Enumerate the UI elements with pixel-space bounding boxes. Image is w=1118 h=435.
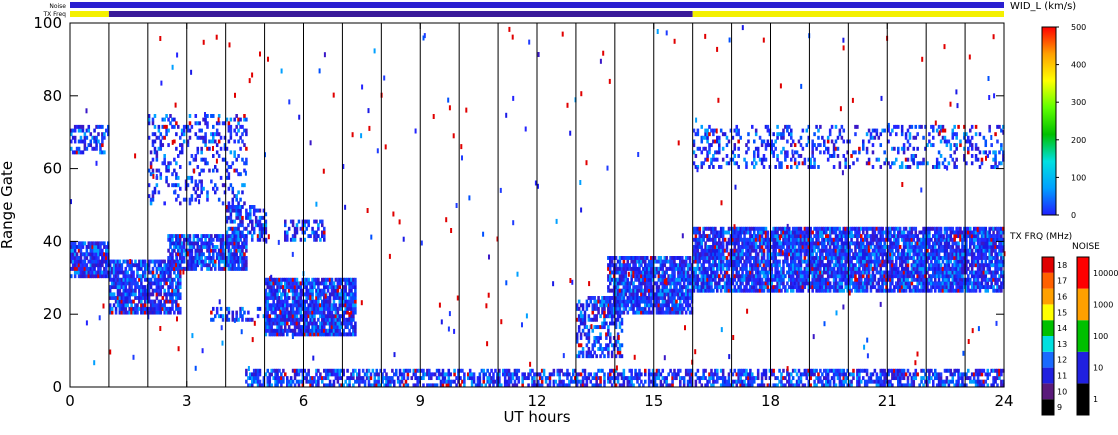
echo-region-11	[70, 124, 110, 155]
txfreq-colorbar-tick: 17	[1057, 277, 1067, 286]
noise-bar-label: Noise	[49, 3, 66, 10]
noise-status-bar	[70, 2, 1004, 8]
echo-region-5	[264, 277, 357, 337]
echo-region-1	[108, 259, 182, 315]
txfreq-colorbar-tick: 14	[1057, 324, 1067, 333]
txfreq-colorbar-swatch	[1042, 320, 1054, 336]
colorbars: WID_L (km/s) 0 100 200 300 400 500 TX FRQ (MHz)…	[1009, 1, 1118, 416]
txfreq-colorbar-swatch	[1042, 272, 1054, 289]
axis-ticks: 0 3 6 9 12 15 18 21 24 0 20 40 60 80 100	[33, 14, 1013, 410]
x-tick-label: 24	[994, 392, 1013, 410]
txfreq-colorbar-swatch	[1042, 383, 1054, 400]
width-colorbar-tick: 500	[1071, 23, 1086, 32]
echo-region-9	[692, 226, 1005, 293]
txfreq-bar-label: TX Freq	[42, 11, 66, 18]
txfreq-colorbar-tick: 18	[1057, 261, 1067, 270]
txfreq-colorbar-swatch	[1042, 336, 1054, 352]
width-colorbar-title: WID_L (km/s)	[1010, 1, 1076, 12]
x-tick-label: 12	[527, 392, 546, 410]
hour-gridlines	[108, 23, 966, 387]
txfreq-colorbar-tick: 13	[1057, 340, 1067, 349]
x-tick-label: 0	[65, 392, 75, 410]
y-tick-label: 40	[43, 232, 62, 250]
noise-colorbar-tick: 1000	[1093, 300, 1113, 309]
status-bars	[70, 2, 1004, 17]
noise-colorbar-tick: 100	[1093, 332, 1108, 341]
txfreq-colorbar-swatch	[1042, 367, 1054, 384]
noise-colorbar-swatch	[1077, 351, 1089, 384]
x-tick-label: 21	[878, 392, 897, 410]
y-axis-label: Range Gate	[0, 161, 16, 249]
echo-region-8	[575, 296, 624, 359]
x-tick-label: 3	[182, 392, 192, 410]
txfreq-segment-1	[108, 11, 693, 17]
echo-region-10	[692, 124, 1005, 169]
width-colorbar-tick: 200	[1071, 136, 1086, 145]
txfreq-colorbar-swatch	[1042, 351, 1054, 368]
echo-region-2	[167, 234, 248, 271]
txfreq-colorbar-tick: 12	[1057, 356, 1067, 365]
x-tick-label: 15	[644, 392, 663, 410]
txfreq-colorbar-tick: 9	[1057, 403, 1062, 412]
y-tick-label: 60	[43, 160, 62, 178]
x-tick-label: 6	[299, 392, 309, 410]
echo-region-0	[70, 241, 110, 279]
txfreq-colorbar-tick: 11	[1057, 372, 1067, 381]
echo-region-12	[147, 114, 248, 206]
txfreq-colorbar-swatch	[1042, 257, 1054, 273]
width-colorbar-tick: 0	[1071, 211, 1076, 220]
width-colorbar-tick: 100	[1071, 173, 1086, 182]
txfreq-segment-2	[692, 11, 1004, 17]
y-tick-label: 100	[33, 14, 62, 32]
noise-colorbar-tick: 1	[1093, 395, 1098, 404]
y-tick-label: 20	[43, 305, 62, 323]
txfreq-colorbar-title: TX FRQ (MHz)	[1009, 232, 1072, 242]
echo-region-7	[607, 256, 694, 315]
noise-colorbar-tick: 10	[1093, 364, 1103, 373]
noise-colorbar-title: NOISE	[1072, 242, 1100, 252]
x-tick-label: 9	[415, 392, 425, 410]
txfreq-segment-0	[70, 11, 109, 17]
noise-colorbar-tick: 10000	[1093, 269, 1118, 278]
x-tick-label: 18	[761, 392, 780, 410]
y-tick-label: 0	[52, 378, 62, 396]
noise-colorbar-swatch	[1077, 257, 1089, 289]
noise-colorbar-swatch	[1077, 320, 1089, 352]
echo-region-4	[210, 306, 268, 322]
txfreq-colorbar-swatch	[1042, 288, 1054, 305]
echo-region-3	[225, 205, 268, 242]
echo-region-6	[284, 219, 326, 242]
echo-region-13	[245, 368, 1005, 388]
txfreq-colorbar-tick: 10	[1057, 387, 1067, 396]
x-axis-label: UT hours	[503, 408, 570, 426]
width-colorbar-tick: 300	[1071, 98, 1086, 107]
echo-data	[70, 25, 1006, 388]
scatter-noise	[70, 25, 1006, 372]
noise-colorbar-swatch	[1077, 383, 1089, 415]
noise-colorbar-swatch	[1077, 288, 1089, 321]
txfreq-colorbar-swatch	[1042, 399, 1054, 415]
txfreq-colorbar-tick: 16	[1057, 293, 1067, 302]
width-colorbar-tick: 400	[1071, 61, 1086, 70]
y-tick-label: 80	[43, 87, 62, 105]
txfreq-colorbar-swatch	[1042, 304, 1054, 321]
txfreq-colorbar-tick: 15	[1057, 308, 1067, 317]
width-colorbar	[1041, 26, 1057, 216]
